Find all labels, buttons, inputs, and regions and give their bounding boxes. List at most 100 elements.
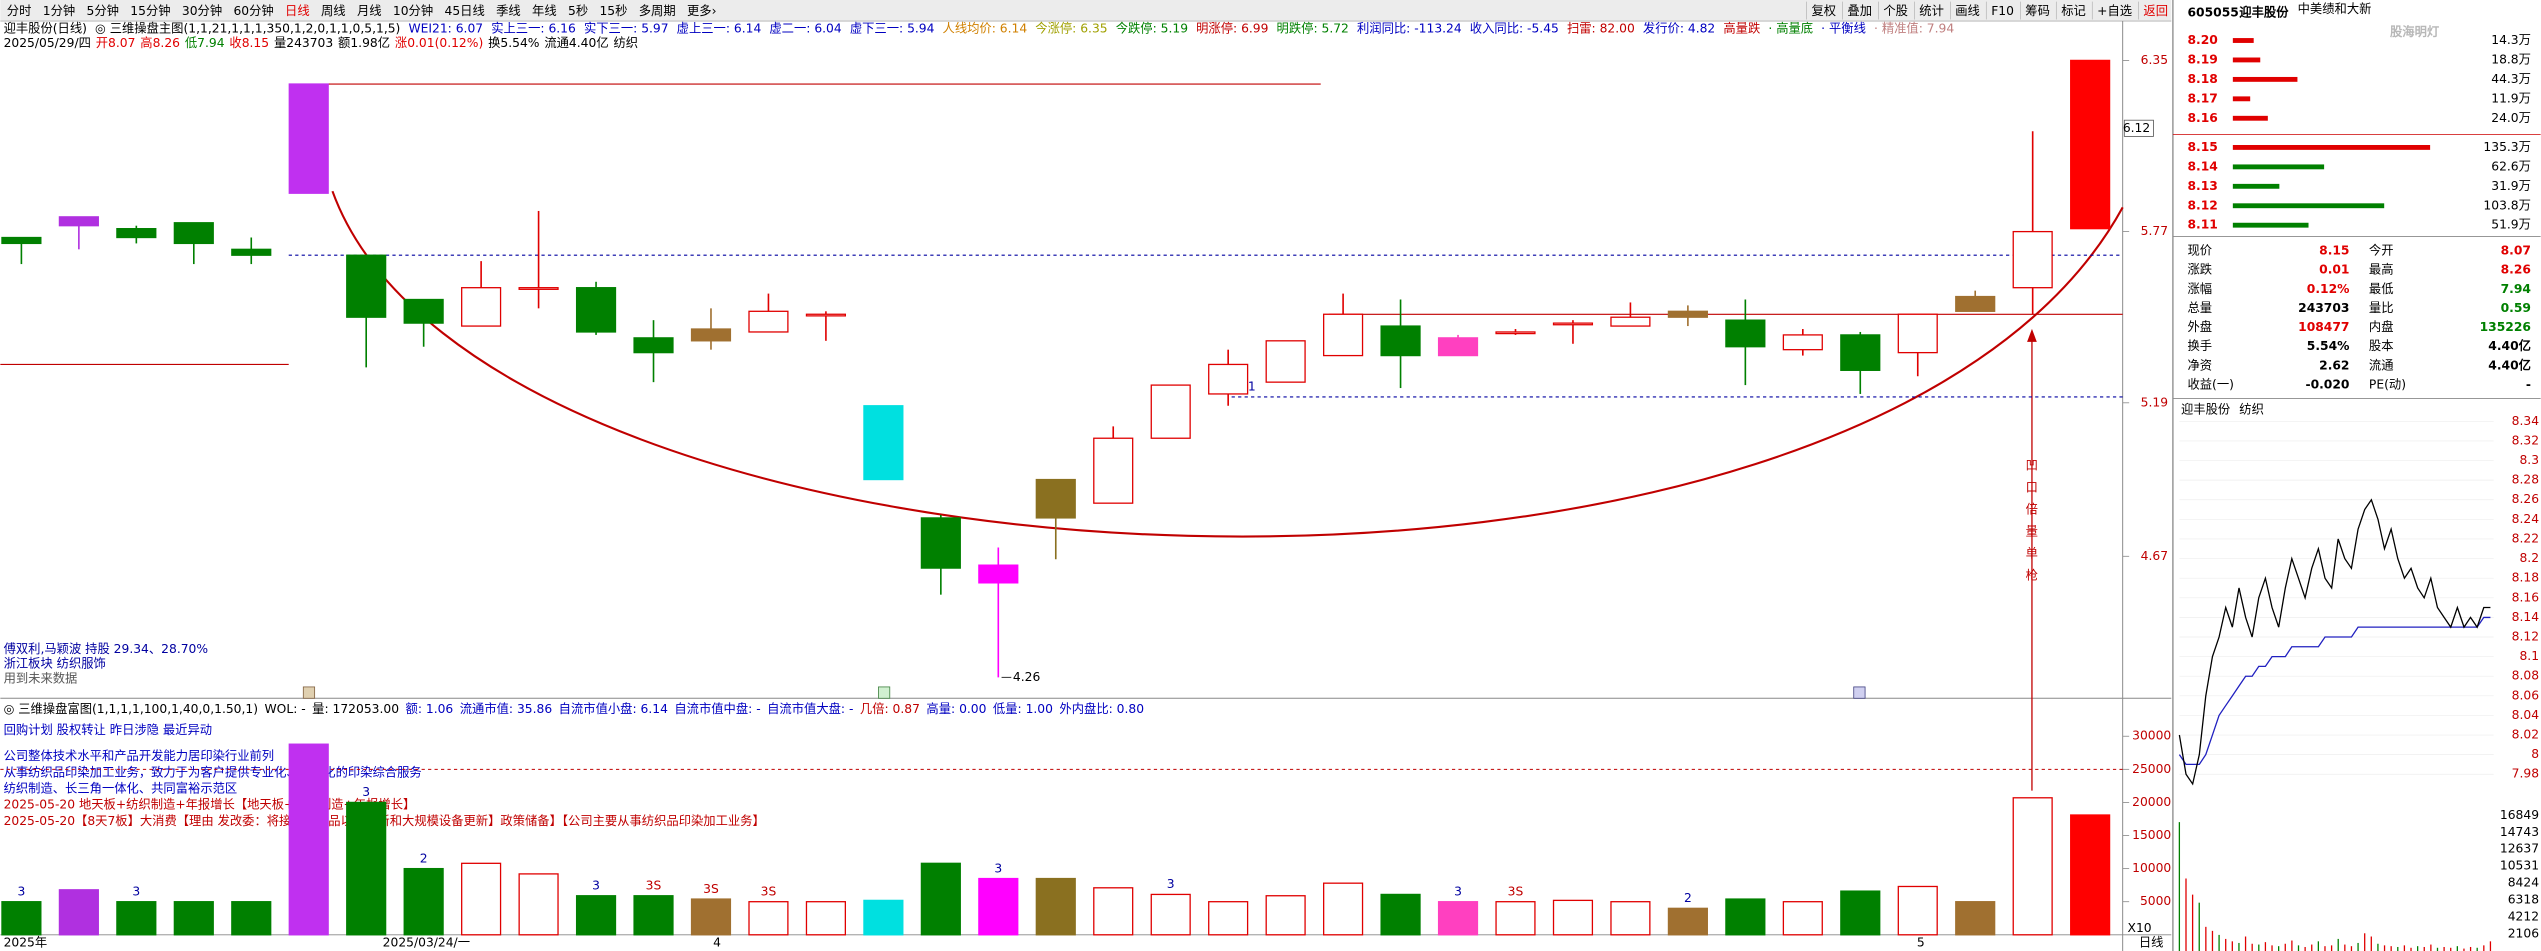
price-marker	[2123, 119, 2154, 137]
book-price: 8.17	[2187, 91, 2217, 105]
indicator-text: 明跌停: 5.72	[1277, 21, 1349, 36]
period-tab[interactable]: 1分钟	[43, 3, 75, 18]
period-tab[interactable]: 月线	[357, 4, 382, 18]
quote-label: 现价	[2187, 244, 2212, 258]
candle-body	[1897, 313, 1938, 354]
mini-tick-label: 8.1	[2519, 649, 2539, 663]
book-price: 8.12	[2187, 198, 2217, 212]
period-tab[interactable]: 更多›	[687, 4, 717, 18]
period-tab[interactable]: 5秒	[568, 4, 588, 18]
ohlc-text: 收8.15	[229, 36, 269, 50]
period-tab[interactable]: 分时	[7, 4, 32, 18]
candle-body	[1, 236, 42, 245]
book-bar	[2232, 203, 2385, 209]
candle-body	[978, 564, 1019, 584]
tool-button[interactable]: 筹码	[2025, 3, 2050, 18]
candle-body	[863, 405, 904, 481]
event-box	[302, 686, 316, 699]
ohlc-text: 量243703	[274, 36, 333, 50]
period-tab[interactable]: 多周期	[639, 4, 676, 18]
volume-header: 自流市值大盘: -	[767, 701, 853, 716]
tool-button[interactable]: 统计	[1919, 4, 1944, 18]
price-tick-label: 5.77	[2141, 224, 2168, 238]
candle-body	[1380, 325, 1421, 357]
volume-mark: 3	[1454, 884, 1462, 898]
event-box	[878, 686, 891, 699]
candle-body	[403, 298, 444, 324]
period-tab[interactable]: 10分钟	[393, 3, 433, 18]
volume-bar	[1667, 907, 1708, 936]
volume-bar	[116, 901, 157, 936]
book-price: 8.13	[2187, 179, 2217, 193]
volume-bar	[1782, 901, 1823, 936]
quote-value: 135226	[2480, 320, 2531, 334]
stock-code: 605055	[2187, 5, 2238, 19]
price-tick-label: 5.19	[2141, 395, 2168, 409]
tool-button[interactable]: 个股	[1883, 4, 1908, 18]
volume-mark: 2	[420, 851, 428, 865]
mini-tick-label: 8.18	[2512, 571, 2539, 585]
arrow-head	[2027, 328, 2037, 342]
quote-value: -0.020	[2305, 377, 2349, 391]
mini-tick-label: 7.98	[2512, 767, 2539, 781]
volume-header: 外内盘比: 0.80	[1059, 701, 1144, 716]
stock-note: 傅双利,马颖波 持股 29.34、28.70%	[4, 641, 209, 656]
indicator-text: ◎ 三维操盘主图(1,1,21,1,1,1,350,1,2,0,1,1,0,5,…	[95, 21, 400, 36]
period-tab[interactable]: 年线	[532, 4, 557, 18]
volume-bar	[863, 899, 904, 936]
watermark: 股海明灯	[2390, 24, 2440, 39]
tool-button[interactable]: 叠加	[1847, 4, 1872, 18]
mini-tick-label: 8.28	[2512, 473, 2539, 487]
volume-bar	[920, 862, 961, 936]
book-price: 8.15	[2187, 140, 2217, 154]
volume-bar	[58, 889, 99, 936]
candle-body	[2070, 59, 2111, 230]
volume-mark: 3	[994, 861, 1002, 875]
tool-button[interactable]: 返回	[2143, 4, 2168, 18]
quote-label: 换手	[2187, 339, 2212, 353]
period-tab[interactable]: 15秒	[599, 4, 627, 18]
ohlc-text: 2025/05/29/四	[4, 36, 91, 50]
stock-name: 迎丰股份	[2239, 4, 2289, 19]
volume-mark: 3S	[761, 884, 777, 898]
period-tab[interactable]: 15分钟	[130, 3, 170, 18]
mini-tick-label: 8.14	[2512, 610, 2540, 624]
period-tab[interactable]: 45日线	[445, 4, 485, 18]
candle-body	[1667, 310, 1708, 318]
tool-button[interactable]: 画线	[1955, 4, 1980, 18]
candle-body	[518, 287, 559, 290]
indicator-text: 收入同比: -5.45	[1470, 22, 1559, 36]
candle-body	[690, 328, 732, 342]
quote-label: PE(动)	[2369, 377, 2406, 391]
period-tab[interactable]: 30分钟	[182, 3, 222, 18]
candle-body	[920, 517, 961, 569]
ohlc-text: 纺织	[613, 36, 638, 50]
period-tab[interactable]: 季线	[496, 4, 521, 18]
volume-header: 高量: 0.00	[926, 701, 986, 716]
quote-value: 7.94	[2501, 282, 2531, 296]
mini-vol-label: 4212	[2508, 910, 2539, 924]
period-tab[interactable]: 5分钟	[87, 3, 119, 18]
volume-bar	[1208, 901, 1249, 936]
book-volume: 14.3万	[2491, 33, 2531, 47]
tool-button[interactable]: 标记	[2061, 4, 2086, 18]
quote-label: 最低	[2369, 282, 2394, 296]
tool-button[interactable]: 复权	[1811, 4, 1836, 18]
date-label: 2025年	[4, 935, 48, 949]
tool-button[interactable]: +自选	[2097, 4, 2132, 18]
period-tab[interactable]: 60分钟	[233, 3, 273, 18]
mini-tick-label: 8.06	[2512, 688, 2540, 702]
mini-vol-label: 10531	[2500, 859, 2539, 873]
candle-body	[1208, 363, 1249, 395]
quote-label: 内盘	[2369, 319, 2394, 334]
indicator-text: 明涨停: 6.99	[1196, 21, 1268, 36]
mini-tick-label: 8.04	[2512, 708, 2540, 722]
quote-value: 4.40亿	[2488, 338, 2531, 353]
book-bar	[2232, 76, 2298, 82]
book-bar	[2232, 57, 2261, 63]
tool-button[interactable]: F10	[1991, 4, 2014, 18]
period-tab[interactable]: 周线	[321, 4, 346, 18]
period-tab[interactable]: 日线	[285, 4, 310, 18]
candle-body	[346, 254, 387, 318]
